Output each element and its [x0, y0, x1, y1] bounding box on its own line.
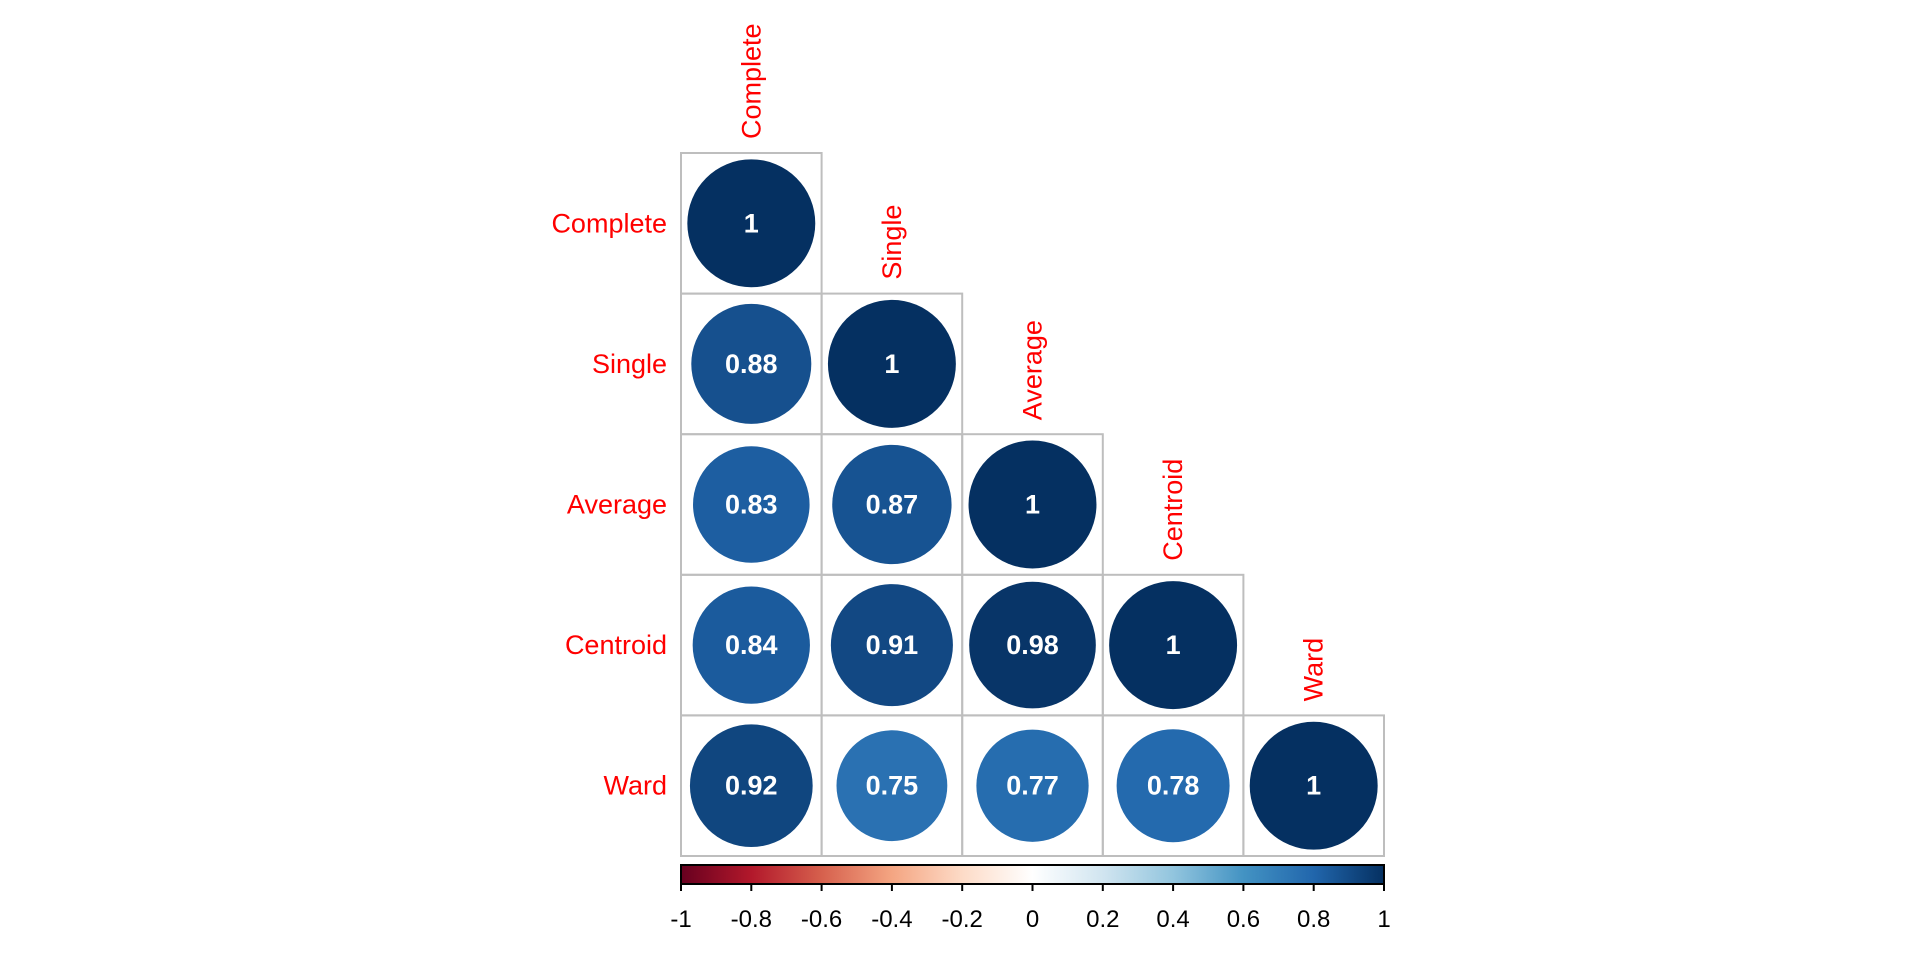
- correlation-circle: [1109, 581, 1238, 710]
- row-label: Ward: [603, 771, 667, 801]
- correlation-value-label: 0.77: [1006, 771, 1059, 801]
- correlation-value-label: 1: [744, 208, 759, 238]
- correlation-value-label: 0.87: [866, 490, 919, 520]
- correlation-value-label: 1: [1025, 490, 1040, 520]
- correlation-circle: [1249, 721, 1378, 850]
- colorbar-tick-label: 0: [1026, 906, 1039, 933]
- correlation-value-label: 0.78: [1147, 771, 1200, 801]
- correlation-value-label: 1: [1306, 771, 1321, 801]
- correlation-circle: [687, 159, 816, 288]
- correlation-circle: [830, 584, 953, 707]
- colorbar-tick-label: -1: [670, 906, 691, 933]
- colorbar: [680, 864, 1385, 885]
- colorbar-tick-label: -0.2: [942, 906, 983, 933]
- correlation-circle: [832, 444, 952, 565]
- colorbar-tick-label: -0.4: [871, 906, 912, 933]
- column-label: Complete: [736, 23, 766, 139]
- correlation-circle: [691, 303, 812, 424]
- correlation-value-label: 0.83: [725, 490, 778, 520]
- row-label: Average: [567, 490, 667, 520]
- row-label: Complete: [551, 208, 667, 238]
- colorbar-tick-label: 0.4: [1156, 906, 1189, 933]
- column-label: Ward: [1299, 638, 1329, 702]
- correlation-circle: [968, 440, 1097, 569]
- grid-cell: [1242, 714, 1386, 858]
- correlation-value-label: 0.88: [725, 349, 778, 379]
- correlation-value-label: 1: [1166, 630, 1181, 660]
- colorbar-tick-label: -0.8: [731, 906, 772, 933]
- correlation-circle: [969, 581, 1096, 709]
- correlation-value-label: 0.91: [866, 630, 919, 660]
- colorbar-tick-label: -0.6: [801, 906, 842, 933]
- correlation-circle: [693, 446, 810, 563]
- row-label: Single: [592, 349, 667, 379]
- column-label: Centroid: [1158, 459, 1188, 561]
- colorbar-tick-label: 0.8: [1297, 906, 1330, 933]
- colorbar-tick-label: 1: [1377, 906, 1390, 933]
- column-label: Single: [877, 205, 907, 280]
- correlation-circle: [836, 730, 948, 842]
- correlation-value-label: 0.75: [866, 771, 919, 801]
- correlation-value-label: 1: [884, 349, 899, 379]
- correlation-circle: [1116, 729, 1230, 843]
- row-label: Centroid: [565, 630, 667, 660]
- correlation-value-label: 0.98: [1006, 630, 1059, 660]
- colorbar-tick-label: 0.2: [1086, 906, 1119, 933]
- correlation-circle: [689, 724, 813, 848]
- colorbar-tick-label: 0.6: [1227, 906, 1260, 933]
- column-label: Average: [1018, 320, 1048, 420]
- correlation-circle: [976, 729, 1089, 842]
- correlation-value-label: 0.92: [725, 771, 778, 801]
- correlation-circle: [827, 299, 956, 428]
- correlation-circle: [692, 586, 810, 704]
- correlation-value-label: 0.84: [725, 630, 778, 660]
